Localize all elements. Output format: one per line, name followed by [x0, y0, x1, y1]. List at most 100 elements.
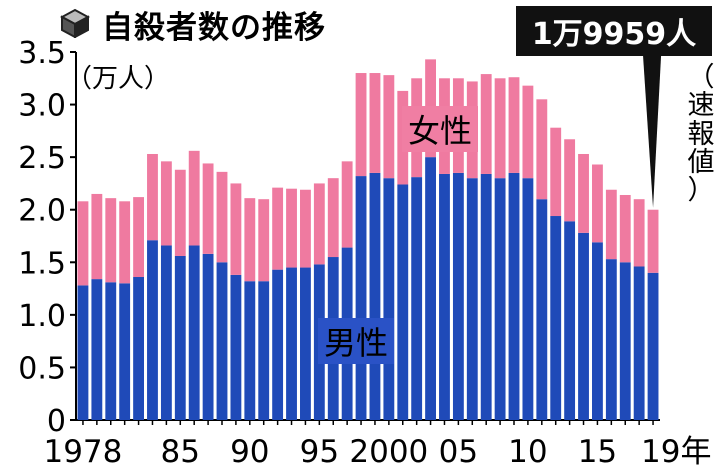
bar-female — [133, 197, 144, 278]
bar-female — [258, 199, 270, 282]
x-tick-label: 90 — [230, 434, 269, 470]
bar-male — [508, 172, 520, 420]
y-tick-label: 3.5 — [18, 36, 66, 71]
bar-male — [286, 267, 297, 420]
bar-female — [188, 150, 200, 246]
bar-male — [647, 272, 659, 420]
bar-male — [91, 279, 103, 420]
bar-female — [550, 127, 562, 217]
bar-male — [160, 245, 172, 420]
x-tick-label: 15 — [578, 434, 617, 470]
bar-male — [522, 178, 534, 420]
x-tick-label: 85 — [161, 434, 200, 470]
bar-male — [578, 232, 589, 420]
bar-male — [411, 177, 423, 420]
bar-male — [258, 281, 270, 420]
bar-male — [216, 262, 228, 420]
bar-female — [91, 193, 103, 280]
y-tick-label: 3.0 — [18, 89, 66, 124]
bar-female — [77, 201, 89, 286]
bar-male — [494, 178, 506, 420]
y-axis-unit: （万人） — [66, 64, 171, 94]
bar-female — [244, 198, 256, 282]
y-tick-label: 1.5 — [18, 246, 66, 281]
bar-female — [383, 75, 395, 179]
y-tick-label: 0.5 — [18, 351, 66, 386]
bar-male — [119, 283, 131, 420]
provisional-note-char: 速 — [687, 90, 715, 122]
bar-male — [466, 178, 478, 420]
bar-male — [230, 274, 242, 420]
provisional-note-char: （ — [687, 62, 715, 93]
bar-male — [244, 281, 256, 420]
chart-title: 自殺者数の推移 — [102, 10, 326, 46]
bar-male — [425, 157, 436, 420]
bar-female — [119, 201, 131, 284]
bar-female — [369, 73, 381, 173]
bar-male — [77, 285, 89, 420]
bar-female — [480, 74, 492, 174]
x-tick-label: 1978 — [43, 434, 122, 470]
bar-female — [355, 73, 367, 177]
bar-male — [188, 245, 200, 420]
bar-female — [494, 78, 506, 179]
x-tick-label: 10 — [508, 434, 547, 470]
bar-male — [355, 176, 367, 420]
bar-male — [383, 178, 395, 420]
y-tick-label: 2.0 — [18, 194, 66, 229]
bar-male — [300, 267, 311, 420]
bar-female — [536, 99, 548, 200]
bar-female — [313, 183, 325, 265]
x-tick-label: 05 — [439, 434, 478, 470]
bar-female — [105, 198, 117, 283]
bar-female — [592, 164, 603, 243]
bar-male — [397, 184, 409, 420]
bar-male — [272, 269, 284, 420]
series-label-female: 女性 — [402, 106, 479, 152]
bar-female — [578, 153, 589, 233]
bar-female — [633, 199, 645, 267]
bar-female — [508, 77, 520, 173]
bar-male — [174, 255, 186, 420]
bar-male — [369, 172, 381, 420]
bar-male — [105, 282, 117, 420]
bar-female — [619, 194, 631, 263]
bar-male — [452, 172, 464, 420]
bar-female — [286, 188, 297, 268]
bar-female — [160, 161, 172, 246]
y-tick-label: 1.0 — [18, 299, 66, 334]
bar-male — [550, 216, 562, 420]
bar-male — [536, 199, 548, 420]
x-tick-label: 19年 — [641, 434, 711, 470]
bar-male — [147, 240, 158, 420]
bar-female — [341, 161, 353, 248]
bar-female — [147, 153, 158, 241]
bar-female — [230, 183, 242, 275]
bar-male — [202, 253, 214, 420]
provisional-note-char: 報 — [687, 118, 715, 150]
bar-male — [605, 259, 617, 420]
bar-female — [522, 85, 534, 179]
bar-female — [327, 178, 339, 258]
provisional-note-char: ） — [687, 175, 715, 207]
cube-icon — [60, 8, 90, 38]
y-tick-label: 0 — [47, 404, 66, 439]
bar-male — [633, 266, 645, 420]
provisional-note: （ 速 報 値 ） — [680, 62, 722, 207]
bar-female — [300, 189, 311, 268]
bar-female — [174, 169, 186, 256]
bar-female — [564, 139, 576, 222]
bar-female — [647, 209, 659, 273]
x-tick-label: 2000 — [349, 434, 428, 470]
bar-female — [605, 189, 617, 260]
bar-female — [202, 163, 214, 254]
x-tick-label: 95 — [300, 434, 339, 470]
series-label-male: 男性 — [318, 318, 395, 364]
callout-pointer — [643, 56, 662, 208]
bar-male — [480, 173, 492, 420]
latest-value-callout: 1万9959人 — [516, 6, 712, 56]
bar-male — [619, 262, 631, 420]
bar-male — [592, 242, 603, 420]
bar-female — [272, 187, 284, 270]
